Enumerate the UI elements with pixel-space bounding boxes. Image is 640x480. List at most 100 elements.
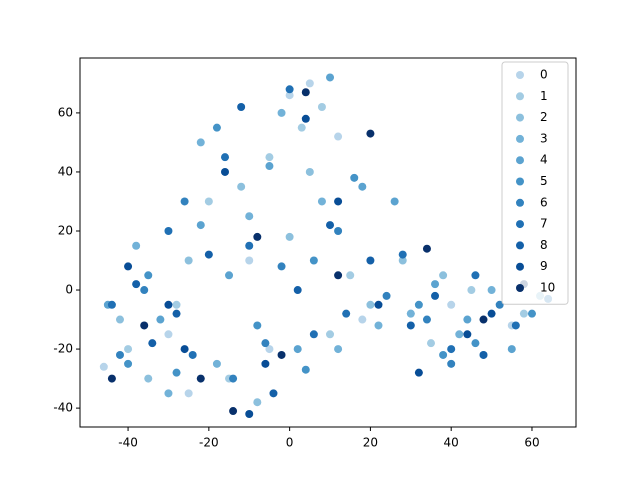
point xyxy=(285,232,294,241)
point xyxy=(204,197,213,206)
point xyxy=(431,291,440,300)
legend-label: 8 xyxy=(540,238,548,252)
legend-label: 10 xyxy=(540,281,555,295)
point xyxy=(172,368,181,377)
point xyxy=(245,256,254,265)
point xyxy=(144,374,153,383)
point xyxy=(237,103,246,112)
legend-label: 0 xyxy=(540,68,548,82)
legend-label: 1 xyxy=(540,89,548,103)
point xyxy=(471,271,480,280)
point xyxy=(366,129,375,138)
point xyxy=(390,197,399,206)
point xyxy=(334,197,343,206)
point xyxy=(164,330,173,339)
point xyxy=(148,339,157,348)
point xyxy=(297,123,306,132)
point xyxy=(447,359,456,368)
point xyxy=(140,321,149,330)
point xyxy=(180,345,189,354)
point xyxy=(253,321,262,330)
point xyxy=(301,114,310,123)
point xyxy=(374,300,383,309)
y-tick-label: 60 xyxy=(58,105,73,119)
point xyxy=(184,389,193,398)
point xyxy=(334,132,343,141)
point xyxy=(463,330,472,339)
point xyxy=(212,359,221,368)
point xyxy=(301,88,310,97)
point xyxy=(382,291,391,300)
legend-label: 9 xyxy=(540,259,548,273)
point xyxy=(196,374,205,383)
legend-label: 3 xyxy=(540,131,548,145)
point xyxy=(471,339,480,348)
legend-marker xyxy=(516,134,524,143)
point xyxy=(229,374,238,383)
point xyxy=(301,365,310,374)
y-tick-label: 20 xyxy=(58,223,73,237)
point xyxy=(334,226,343,235)
point xyxy=(204,250,213,259)
point xyxy=(414,300,423,309)
legend-marker xyxy=(516,262,524,271)
point xyxy=(326,221,335,230)
point xyxy=(253,232,262,241)
point xyxy=(156,315,165,324)
x-tick-label: 0 xyxy=(286,436,294,450)
point xyxy=(245,241,254,250)
y-tick-label: -20 xyxy=(53,342,73,356)
x-tick-label: -40 xyxy=(118,436,138,450)
legend-box xyxy=(501,61,569,305)
point xyxy=(196,221,205,230)
point xyxy=(398,256,407,265)
point xyxy=(124,262,133,271)
point xyxy=(422,244,431,253)
legend-marker xyxy=(516,92,524,101)
point xyxy=(455,330,464,339)
x-tick-label: 20 xyxy=(363,436,378,450)
y-tick-label: 40 xyxy=(58,164,73,178)
point xyxy=(487,286,496,295)
point xyxy=(253,398,262,407)
legend-label: 4 xyxy=(540,153,548,167)
axes-frame xyxy=(79,57,577,428)
point xyxy=(172,309,181,318)
point xyxy=(277,262,286,271)
point xyxy=(140,286,149,295)
legend-marker xyxy=(516,241,524,250)
point xyxy=(261,359,270,368)
point xyxy=(374,321,383,330)
point xyxy=(350,173,359,182)
point xyxy=(107,300,116,309)
point xyxy=(164,389,173,398)
point xyxy=(414,368,423,377)
point xyxy=(366,256,375,265)
legend-marker xyxy=(516,177,524,186)
point xyxy=(221,167,230,176)
point xyxy=(293,345,302,354)
point xyxy=(439,350,448,359)
point xyxy=(245,410,254,419)
point xyxy=(479,315,488,324)
point xyxy=(277,108,286,117)
point xyxy=(124,359,133,368)
point xyxy=(463,315,472,324)
point xyxy=(334,345,343,354)
point xyxy=(144,271,153,280)
point xyxy=(358,315,367,324)
point xyxy=(309,330,318,339)
point xyxy=(305,167,314,176)
point xyxy=(317,197,326,206)
point xyxy=(426,339,435,348)
point xyxy=(431,280,440,289)
point xyxy=(511,321,520,330)
point xyxy=(342,309,351,318)
point xyxy=(495,300,504,309)
point xyxy=(164,300,173,309)
point xyxy=(309,256,318,265)
point xyxy=(164,226,173,235)
point xyxy=(317,103,326,112)
